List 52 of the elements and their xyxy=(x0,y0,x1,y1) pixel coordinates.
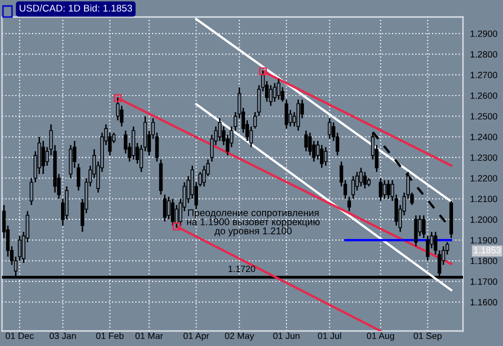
candlestick xyxy=(170,198,174,226)
candlestick xyxy=(41,140,45,175)
candlestick xyxy=(218,118,222,142)
ref-line-label: 1.1720 xyxy=(228,266,256,272)
x-tick-label: 02 May xyxy=(224,332,254,341)
y-tick-label: 1.2600 xyxy=(470,92,498,99)
x-tick-label: 01 Apr xyxy=(184,332,210,341)
candlestick xyxy=(422,214,426,239)
point xyxy=(258,67,267,76)
candlestick xyxy=(386,180,390,200)
candlestick xyxy=(324,146,328,166)
candlestick xyxy=(296,98,300,132)
y-tick-label: 1.1600 xyxy=(470,299,498,306)
y-tick-label: 1.1800 xyxy=(470,258,498,264)
point xyxy=(114,94,122,102)
y-tick-label: 1.1900 xyxy=(470,237,498,244)
y-tick-label: 1.2000 xyxy=(470,216,498,223)
candlestick xyxy=(363,171,367,190)
point xyxy=(172,222,181,230)
y-tick-label: 1.2200 xyxy=(470,175,498,182)
candlestick xyxy=(382,180,386,200)
candlestick xyxy=(426,235,430,262)
candlestick xyxy=(347,196,352,212)
x-tick-label: 01 Jun xyxy=(273,332,300,340)
y-tick-label: 1.1700 xyxy=(470,278,498,285)
candlestick xyxy=(304,130,308,152)
y-tick-label: 1.2400 xyxy=(470,134,498,140)
y-tick-label: 1.2700 xyxy=(470,72,498,78)
y-tick-label: 1.2300 xyxy=(470,154,498,161)
y-tick-label: 1.2100 xyxy=(470,196,498,202)
candlestick xyxy=(351,175,355,200)
y-tick-label: 1.2900 xyxy=(470,30,498,37)
candlestick xyxy=(414,214,418,247)
candlestick xyxy=(163,194,167,222)
x-tick-label: 01 Aug xyxy=(366,332,394,341)
candlestick xyxy=(272,82,276,102)
candlestick xyxy=(378,177,382,202)
x-tick-label: 01 Jul xyxy=(318,332,342,340)
annotation: Преодоление сопротивления на 1.1900 вызовет коррекцию до уровня 1.2100 xyxy=(187,209,320,236)
candlestick xyxy=(359,167,363,188)
candlestick xyxy=(328,118,332,140)
candlestick xyxy=(276,78,280,100)
x-tick-label: 01 Dec xyxy=(6,332,34,340)
chart-title: USD/CAD: 1D Bid: 1.1853 xyxy=(20,4,132,12)
x-tick-label: 01 Sep xyxy=(414,332,442,341)
candlestick xyxy=(320,144,324,168)
x-tick-label: 01 Feb xyxy=(96,332,124,340)
x-tick-label: 01 Mar xyxy=(135,332,164,340)
y-tick-label: 1.2800 xyxy=(470,51,498,58)
y-tick-label: 1.2500 xyxy=(470,113,498,120)
x-tick-label: 03 Jan xyxy=(50,332,76,340)
candlestick xyxy=(268,84,273,107)
